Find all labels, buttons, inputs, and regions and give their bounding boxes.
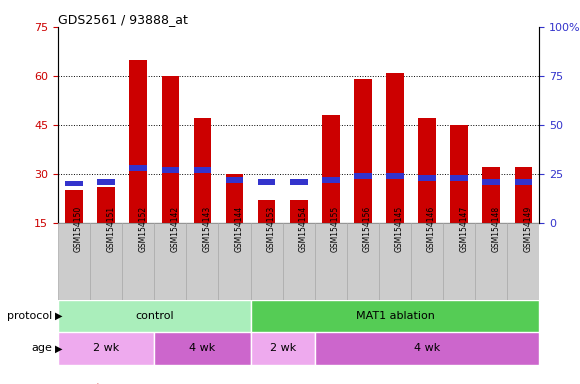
Text: GSM154144: GSM154144 (234, 206, 244, 252)
Text: 2 wk: 2 wk (270, 343, 296, 354)
Bar (65, 190, 83, 223)
Text: GSM154155: GSM154155 (331, 206, 340, 252)
Text: GDS2561 / 93888_at: GDS2561 / 93888_at (58, 13, 188, 26)
Bar (315, 332, 539, 365)
Bar (258, 200, 275, 223)
Bar (154, 332, 251, 365)
Bar (226, 174, 244, 223)
Text: GSM154143: GSM154143 (202, 206, 212, 252)
Text: 4 wk: 4 wk (189, 343, 216, 354)
Text: ▶: ▶ (55, 311, 63, 321)
Bar (450, 175, 468, 180)
Bar (282, 223, 315, 300)
Bar (386, 173, 404, 179)
Text: GSM154142: GSM154142 (171, 206, 179, 252)
Bar (443, 223, 475, 300)
Bar (65, 180, 83, 187)
Bar (315, 223, 347, 300)
Bar (251, 332, 315, 365)
Text: control: control (135, 311, 173, 321)
Bar (58, 223, 90, 300)
Bar (90, 223, 122, 300)
Bar (379, 223, 411, 300)
Text: GSM154148: GSM154148 (491, 206, 501, 252)
Text: 2 wk: 2 wk (93, 343, 119, 354)
Text: GSM154147: GSM154147 (459, 206, 468, 252)
Bar (418, 175, 436, 180)
Text: GSM154154: GSM154154 (299, 206, 308, 252)
Text: GSM154151: GSM154151 (106, 206, 115, 252)
Bar (58, 300, 251, 332)
Bar (251, 223, 282, 300)
Bar (251, 300, 539, 332)
Bar (322, 115, 340, 223)
Bar (418, 118, 436, 223)
Text: GSM154156: GSM154156 (363, 206, 372, 252)
Bar (97, 179, 115, 185)
Text: GSM154146: GSM154146 (427, 206, 436, 252)
Bar (186, 223, 219, 300)
Bar (161, 167, 179, 173)
Bar (483, 167, 500, 223)
Text: protocol: protocol (7, 311, 52, 321)
Text: 4 wk: 4 wk (414, 343, 440, 354)
Bar (347, 223, 379, 300)
Bar (154, 223, 186, 300)
Bar (450, 125, 468, 223)
Text: age: age (31, 343, 52, 354)
Bar (290, 179, 307, 185)
Bar (483, 179, 500, 185)
Bar (258, 179, 275, 185)
Bar (475, 223, 508, 300)
Bar (514, 179, 532, 185)
Bar (386, 73, 404, 223)
Text: MAT1 ablation: MAT1 ablation (356, 311, 434, 321)
Bar (161, 76, 179, 223)
Bar (514, 167, 532, 223)
Bar (58, 332, 154, 365)
Bar (129, 165, 147, 171)
Text: GSM154150: GSM154150 (74, 206, 83, 252)
Bar (354, 173, 372, 179)
Bar (322, 177, 340, 182)
Bar (194, 118, 211, 223)
Text: GSM154153: GSM154153 (267, 206, 276, 252)
Text: ■ count: ■ count (58, 383, 100, 384)
Text: GSM154149: GSM154149 (523, 206, 532, 252)
Text: ▶: ▶ (55, 343, 63, 354)
Bar (508, 223, 539, 300)
Bar (219, 223, 251, 300)
Bar (226, 177, 244, 182)
Bar (129, 60, 147, 223)
Bar (122, 223, 154, 300)
Bar (411, 223, 443, 300)
Bar (97, 187, 115, 223)
Bar (194, 167, 211, 173)
Bar (354, 79, 372, 223)
Text: GSM154145: GSM154145 (395, 206, 404, 252)
Bar (290, 200, 307, 223)
Text: GSM154152: GSM154152 (138, 206, 147, 252)
